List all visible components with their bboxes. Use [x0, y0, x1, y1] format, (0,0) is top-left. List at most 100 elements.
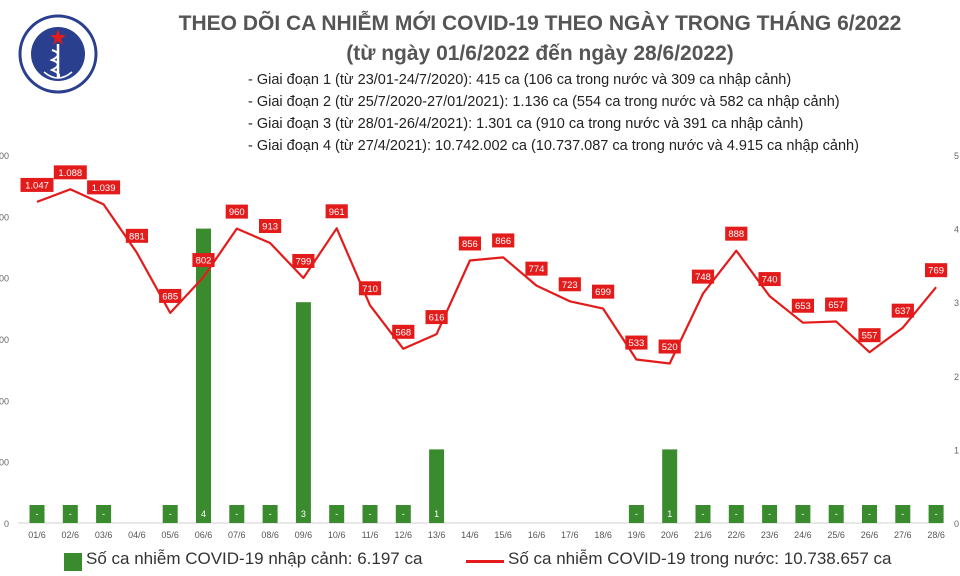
bar-label: -: [835, 509, 838, 519]
domestic-cases-line: [36, 188, 937, 365]
line-label: 568: [395, 327, 411, 338]
line-label: 1.039: [92, 183, 116, 194]
x-tick-label: 07/6: [228, 530, 246, 540]
line-label: 699: [595, 287, 611, 298]
line-point-01/6: 1.047: [20, 177, 54, 192]
line-label: 913: [262, 222, 278, 233]
line-label-bg: [891, 303, 914, 318]
bar-05/6: [162, 505, 178, 523]
line-label: 856: [462, 239, 478, 250]
right-tick-label: 2: [954, 372, 959, 382]
line-label-bg: [691, 269, 715, 284]
bar-10/6: [329, 505, 345, 523]
bar-09/6: [295, 302, 311, 523]
bar-label: -: [36, 509, 39, 519]
bar-07/6: [229, 505, 245, 523]
bar-label: -: [868, 509, 871, 519]
x-tick-label: 06/6: [195, 530, 213, 540]
bar-label: -: [169, 509, 172, 519]
line-label-bg: [259, 219, 282, 234]
bar-20/6: [662, 449, 678, 523]
x-tick-label: 19/6: [628, 530, 646, 540]
bar-label: -: [402, 509, 405, 519]
bar-28/6: [928, 505, 944, 523]
line-label: 653: [795, 301, 811, 312]
x-tick-label: 17/6: [561, 530, 579, 540]
line-label: 960: [229, 207, 245, 218]
line-label: 1.088: [58, 168, 82, 179]
line-point-27/6: 637: [891, 303, 914, 318]
line-label-bg: [625, 335, 648, 350]
left-tick-label: 200: [0, 458, 9, 468]
x-tick-label: 12/6: [395, 530, 413, 540]
line-label: 723: [562, 280, 578, 291]
legend-bar-label: Số ca nhiễm COVID-19 nhập cảnh: 6.197 ca: [86, 549, 423, 568]
bar-27/6: [895, 505, 911, 523]
phase-3-summary: - Giai đoạn 3 (từ 28/01-26/4/2021): 1.30…: [248, 116, 804, 132]
bar-label: -: [269, 509, 272, 519]
x-tick-label: 24/6: [794, 530, 812, 540]
line-point-07/6: 960: [225, 204, 248, 219]
line-label: 557: [862, 331, 878, 342]
x-tick-label: 26/6: [861, 530, 879, 540]
line-label-bg: [53, 165, 87, 180]
line-label: 533: [628, 338, 644, 349]
left-tick-label: 1.000: [0, 212, 9, 222]
bar-01/6: [29, 505, 45, 523]
x-tick-label: 27/6: [894, 530, 912, 540]
line-point-10/6: 961: [325, 204, 348, 219]
line-label: 637: [895, 306, 911, 317]
line-label-bg: [558, 277, 581, 292]
ministry-of-health-logo: [18, 14, 98, 94]
line-point-08/6: 913: [259, 219, 282, 234]
line-label: 802: [196, 256, 212, 267]
x-tick-label: 04/6: [128, 530, 146, 540]
line-point-16/6: 774: [525, 261, 548, 276]
line-label: 881: [129, 231, 145, 242]
x-tick-label: 28/6: [927, 530, 945, 540]
line-label: 774: [529, 264, 545, 275]
line-label: 740: [762, 275, 778, 286]
x-tick-label: 05/6: [161, 530, 179, 540]
x-tick-label: 01/6: [28, 530, 46, 540]
phase-4-summary: - Giai đoạn 4 (từ 27/4/2021): 10.742.002…: [248, 138, 859, 154]
line-label-bg: [458, 236, 481, 251]
line-label-bg: [392, 324, 415, 339]
x-tick-label: 02/6: [62, 530, 80, 540]
line-point-22/6: 888: [725, 226, 748, 241]
bar-label: -: [901, 509, 904, 519]
line-point-20/6: 520: [658, 339, 681, 354]
line-label-bg: [292, 253, 315, 268]
line-point-18/6: 699: [592, 284, 615, 299]
bar-label: -: [801, 509, 804, 519]
line-label: 748: [695, 272, 711, 283]
bar-label: -: [935, 509, 938, 519]
bar-label: -: [102, 509, 105, 519]
line-label-bg: [925, 263, 948, 278]
right-tick-label: 1: [954, 445, 959, 455]
left-tick-label: 800: [0, 274, 9, 284]
line-label-bg: [825, 297, 848, 312]
line-point-09/6: 799: [292, 253, 315, 268]
bar-21/6: [695, 505, 711, 523]
x-tick-label: 23/6: [761, 530, 779, 540]
x-tick-label: 10/6: [328, 530, 346, 540]
line-label: 769: [928, 266, 944, 277]
line-label-bg: [592, 284, 615, 299]
bar-label: -: [335, 509, 338, 519]
bar-label: -: [702, 509, 705, 519]
line-label-bg: [725, 226, 748, 241]
line-point-04/6: 881: [125, 228, 148, 243]
bar-03/6: [96, 505, 112, 523]
right-tick-label: 5: [954, 151, 959, 161]
line-label-bg: [225, 204, 248, 219]
x-tick-label: 11/6: [362, 530, 379, 540]
bar-19/6: [628, 505, 644, 523]
phase-1-summary: - Giai đoạn 1 (từ 23/01-24/7/2020): 415 …: [248, 72, 792, 88]
bar-25/6: [828, 505, 844, 523]
x-tick-label: 22/6: [728, 530, 746, 540]
bar-02/6: [62, 505, 78, 523]
line-label: 685: [162, 291, 178, 302]
right-tick-label: 3: [954, 298, 959, 308]
x-tick-label: 13/6: [428, 530, 446, 540]
